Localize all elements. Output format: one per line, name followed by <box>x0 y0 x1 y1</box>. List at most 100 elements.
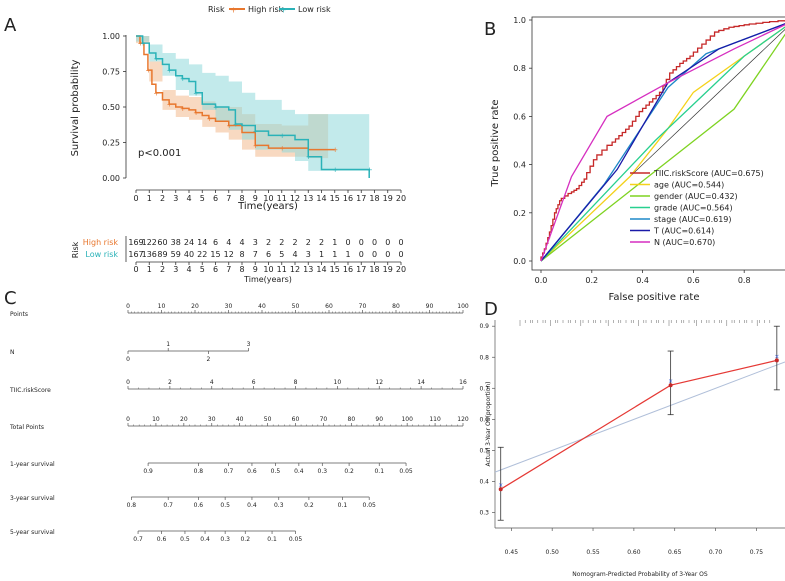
risk-cell: 4 <box>226 238 231 247</box>
roc-legend-label: T (AUC=0.614) <box>653 227 714 236</box>
roc-x-tick-label: 0.4 <box>636 276 649 285</box>
risk-x-tick-label: 10 <box>263 265 273 274</box>
nomogram-points-tick-label: 80 <box>392 303 400 310</box>
nomogram-points-tick-label: 0 <box>126 303 130 310</box>
km-censor-mark: + <box>145 67 151 75</box>
km-censor-mark: + <box>140 40 146 48</box>
km-censor-mark: + <box>226 122 232 130</box>
roc-y-tick-label: 1.0 <box>513 16 526 25</box>
nomogram-total-points-tick-label: 10 <box>152 416 160 423</box>
km-censor-mark: + <box>332 146 338 154</box>
cal-y-tick-label: 0.4 <box>479 478 489 485</box>
km-censor-mark: + <box>279 132 285 140</box>
risk-cell: 8 <box>239 250 244 259</box>
nomogram-survival-tick-label: 0.1 <box>338 502 348 509</box>
km-y-tick-label: 0.00 <box>102 174 120 183</box>
nomogram-survival-tick-label: 0.5 <box>220 502 230 509</box>
roc-curves <box>540 20 785 262</box>
risk-cell: 12 <box>224 250 234 259</box>
nomogram-survival-tick-label: 0.1 <box>267 536 277 543</box>
nomogram-survival-tick-label: 0.6 <box>247 468 257 475</box>
km-x-tick-label: 8 <box>239 194 244 203</box>
nomogram-total-points-tick-label: 0 <box>126 416 130 423</box>
km-x-tick-label: 0 <box>133 194 138 203</box>
risk-x-tick-label: 8 <box>239 265 244 274</box>
risk-x-tick-label: 0 <box>133 265 138 274</box>
cal-rug <box>519 320 771 326</box>
risk-table-x-ticks: 0 1 2 3 4 5 6 7 8 9 10 11 12 13 14 15 16 17 18 19 20 <box>133 261 406 274</box>
cal-x-tick-label: 0.55 <box>586 549 600 556</box>
nomogram-survival-tick-label: 0.6 <box>157 536 167 543</box>
risk-cell: 0 <box>359 250 364 259</box>
km-legend-low-label: Low risk <box>298 5 331 14</box>
nomogram-survival-tick-label: 0.7 <box>224 468 234 475</box>
nomogram-survival-tick-label: 0.2 <box>240 536 250 543</box>
km-x-tick-label: 19 <box>383 194 393 203</box>
km-x-ticks: 0 1 2 3 4 5 6 7 8 9 10 11 12 13 14 15 16 17 18 19 20 <box>133 190 406 203</box>
risk-cell: 38 <box>171 238 181 247</box>
roc-curve-gender <box>540 33 785 262</box>
roc-diagonal-reference <box>540 29 785 262</box>
km-ci-band-low-risk <box>136 36 370 176</box>
risk-x-tick-label: 6 <box>213 265 218 274</box>
nomogram-points-tick-label: 50 <box>292 303 300 310</box>
panel-a: A Risk + High risk + Low risk Survival p… <box>4 5 406 284</box>
nomogram-row-label: 5-year survival <box>10 529 55 536</box>
km-x-tick-label: 7 <box>226 194 231 203</box>
roc-legend-label: stage (AUC=0.619) <box>654 215 732 224</box>
cal-point <box>498 487 503 492</box>
nomogram-n-tick-label: 3 <box>247 341 251 348</box>
risk-cell: 167 <box>128 250 143 259</box>
km-y-tick-label: 0.75 <box>102 68 120 77</box>
km-x-tick-label: 16 <box>343 194 353 203</box>
roc-x-ticks: 0.00.20.40.60.81.0 <box>535 270 751 285</box>
roc-curve-stage <box>540 23 785 262</box>
nomogram-row-label: Total Points <box>9 424 44 431</box>
cal-point <box>668 383 673 388</box>
risk-cell: 2 <box>279 238 284 247</box>
risk-x-tick-label: 12 <box>290 265 300 274</box>
cal-x-axis-label: Nomogram-Predicted Probability of 3-Year… <box>572 571 708 578</box>
risk-cell: 0 <box>372 238 377 247</box>
roc-curve-grade <box>540 26 785 262</box>
nomogram-n-tick-label: 0 <box>126 356 130 363</box>
risk-x-tick-label: 11 <box>277 265 287 274</box>
risk-cell: 1 <box>319 250 324 259</box>
nomogram-total-points-tick-label: 50 <box>264 416 272 423</box>
nomogram-riskscore-tick-label: 0 <box>126 379 130 386</box>
nomogram-total-points-tick-label: 20 <box>180 416 188 423</box>
km-y-tick-label: 0.50 <box>102 103 120 112</box>
km-censor-mark: + <box>153 89 159 97</box>
km-censor-mark: + <box>180 105 186 113</box>
risk-cell: 89 <box>157 250 167 259</box>
cal-x-ticks: 0.45 0.50 0.55 0.60 0.65 0.70 0.75 <box>505 528 763 556</box>
nomogram-total-points-tick-label: 110 <box>429 416 441 423</box>
panel-a-letter: A <box>4 15 17 36</box>
roc-legend-label: age (AUC=0.544) <box>654 181 724 190</box>
cal-x-tick-label: 0.50 <box>546 549 560 556</box>
risk-row-label-low: Low risk <box>85 250 118 259</box>
risk-cell: 5 <box>279 250 284 259</box>
roc-x-tick-label: 0.2 <box>585 276 598 285</box>
km-y-tick-label: 1.00 <box>102 32 120 41</box>
roc-y-ticks: 0.0 0.2 0.4 0.6 0.8 1.0 <box>513 16 532 266</box>
km-censor-mark: + <box>367 166 373 174</box>
km-censor-mark: + <box>137 40 143 48</box>
risk-cell: 2 <box>266 238 271 247</box>
risk-cell: 2 <box>319 238 324 247</box>
km-x-tick-label: 5 <box>200 194 205 203</box>
risk-cell: 15 <box>210 250 220 259</box>
risk-x-tick-label: 3 <box>173 265 178 274</box>
nomogram-points-tick-label: 20 <box>191 303 199 310</box>
risk-cell: 169 <box>128 238 143 247</box>
nomogram-riskscore-tick-label: 8 <box>294 379 298 386</box>
cal-x-tick-label: 0.45 <box>505 549 519 556</box>
km-legend-low-plus: + <box>280 6 287 15</box>
km-censor-mark: + <box>206 115 212 123</box>
cal-bias-marker: × <box>774 353 779 360</box>
km-plot-area: +++++++++ + ++++++++++++ + <box>136 35 373 178</box>
km-x-tick-label: 13 <box>303 194 313 203</box>
nomogram-total-points-tick-label: 120 <box>457 416 469 423</box>
nomogram-riskscore-tick-label: 16 <box>459 379 467 386</box>
